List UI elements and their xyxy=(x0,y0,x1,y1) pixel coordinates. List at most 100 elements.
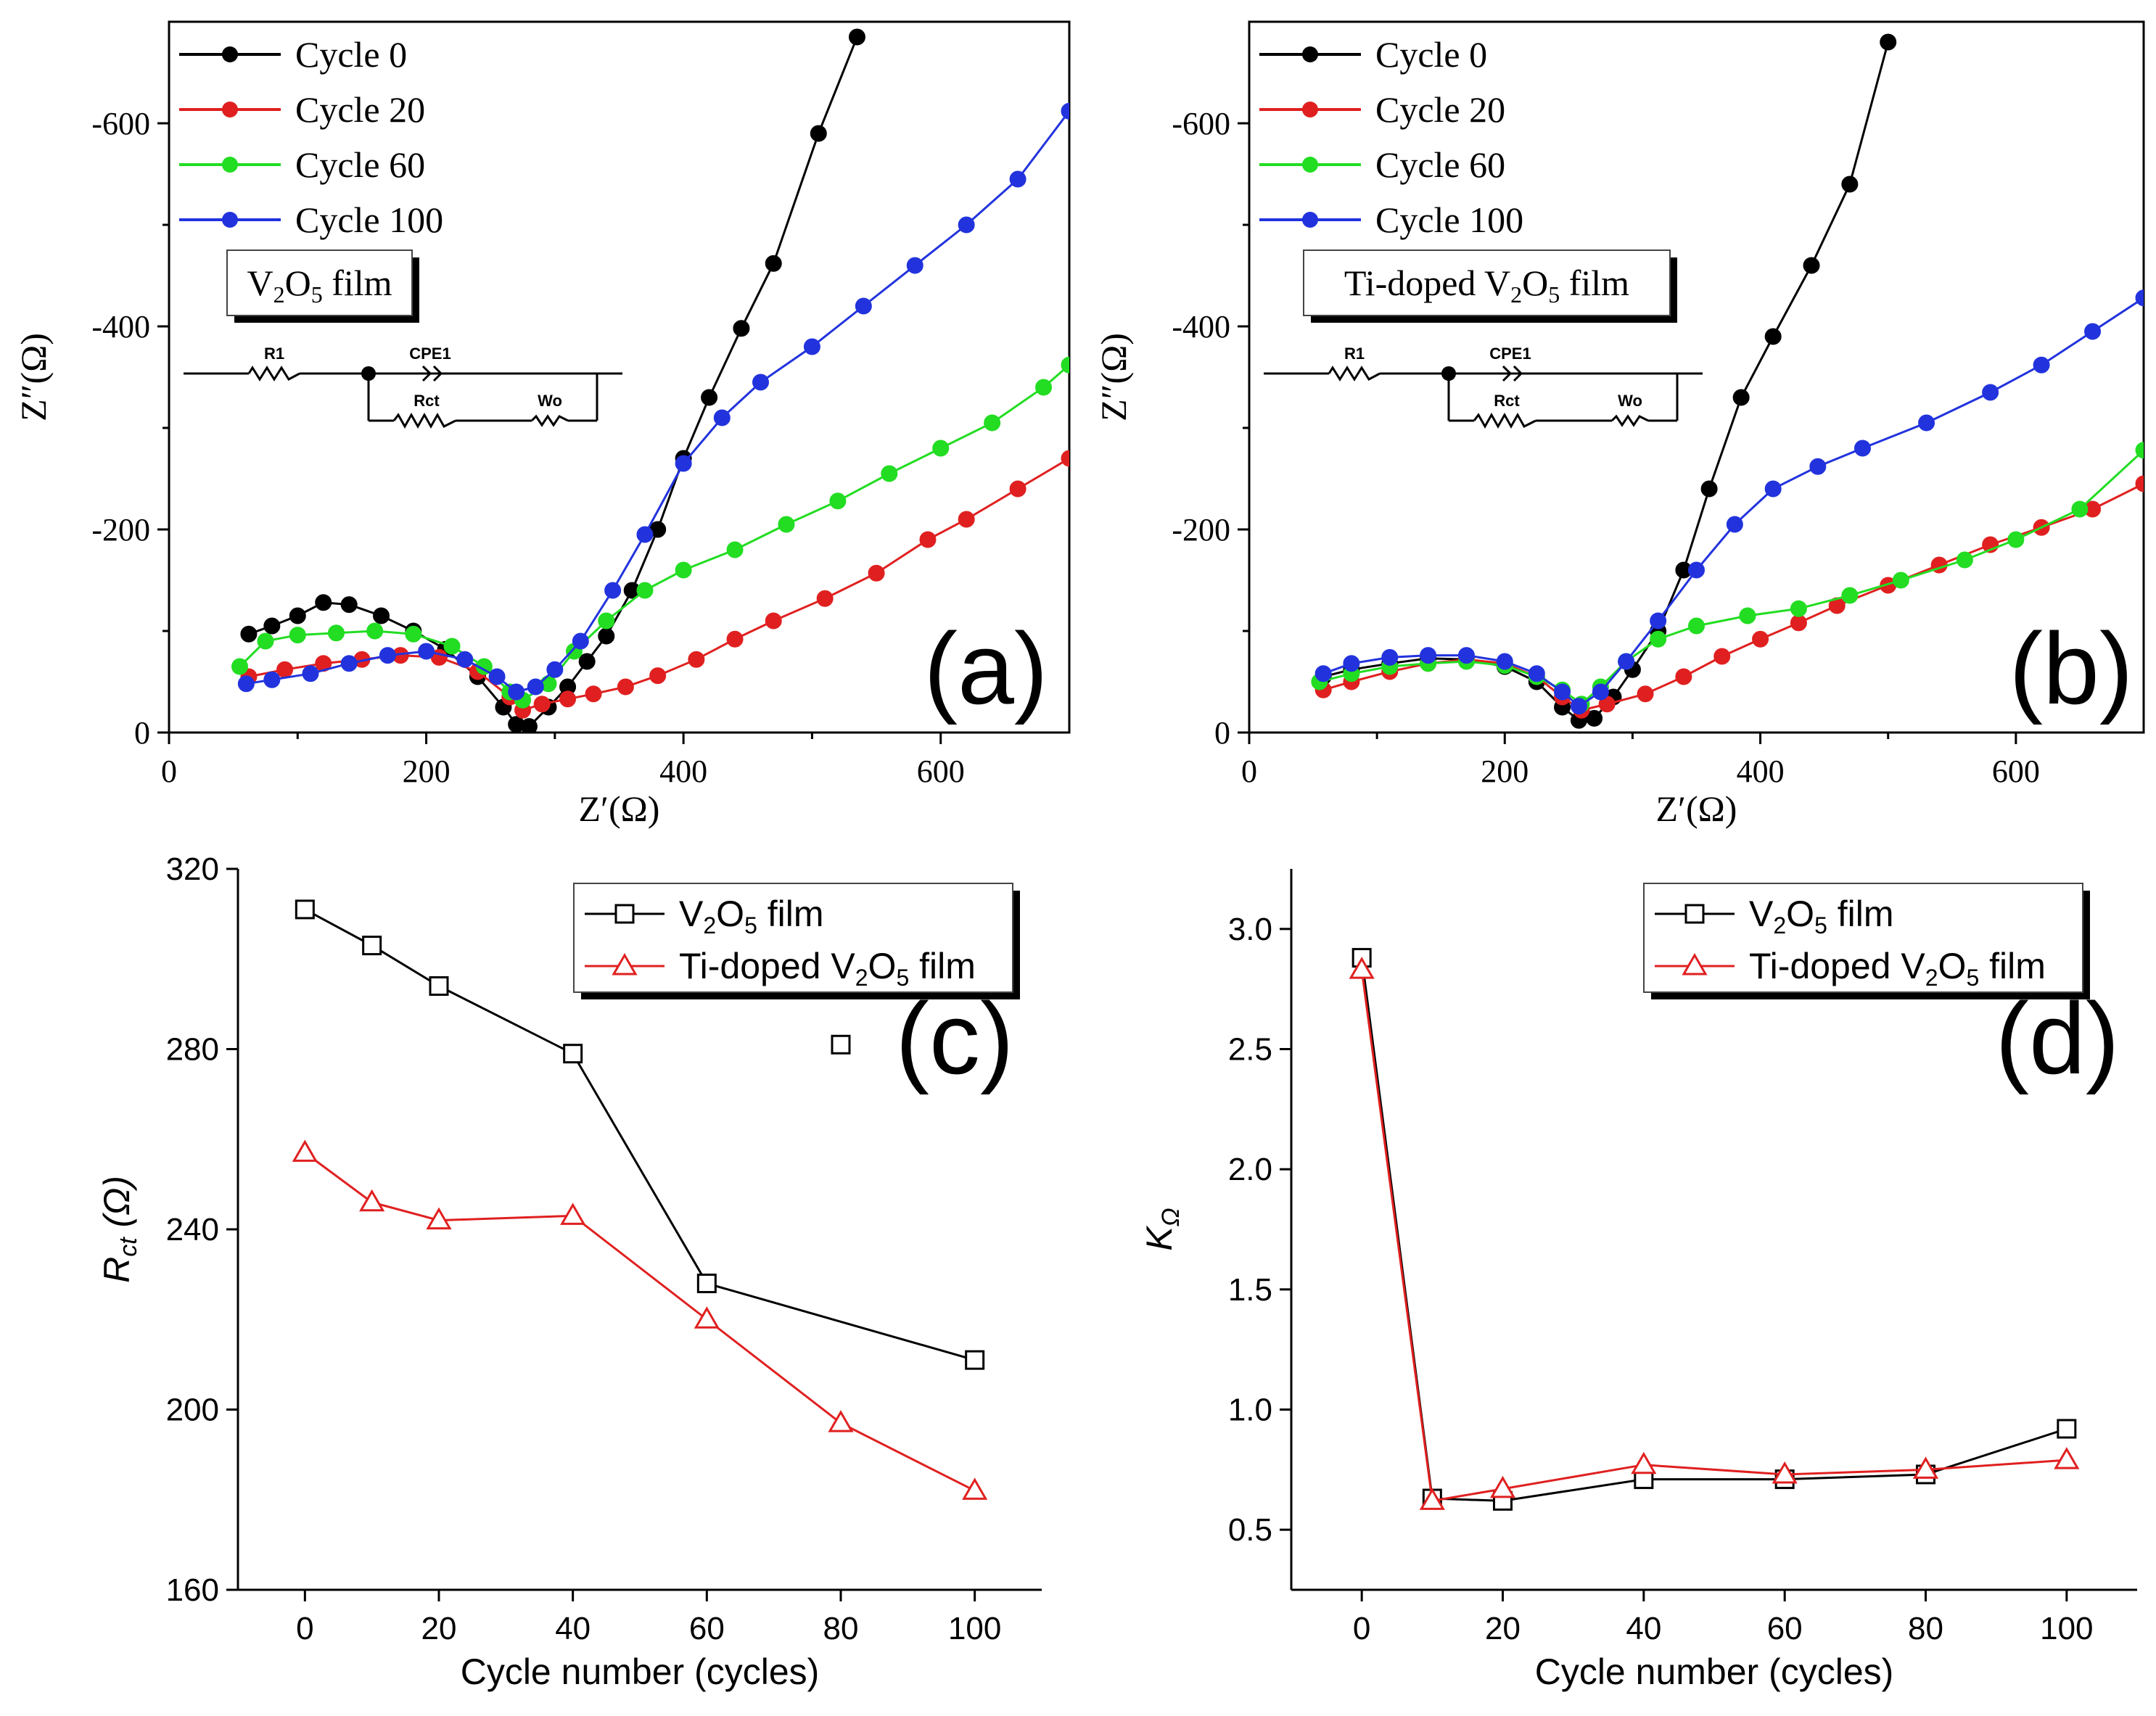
equivalent-circuit: R1 CPE1 Rct Wo xyxy=(1264,345,1703,429)
subscript: ct xyxy=(115,1237,142,1257)
film-label-box xyxy=(226,249,413,316)
data-point xyxy=(373,607,390,624)
y-tick-label: 3.0 xyxy=(1228,912,1272,947)
data-point xyxy=(803,338,820,355)
x-tick-label: 20 xyxy=(1485,1611,1521,1646)
text-run: K xyxy=(1139,1225,1180,1251)
x-tick-label: 40 xyxy=(1626,1611,1661,1646)
triangle-marker xyxy=(694,1306,720,1329)
data-layer xyxy=(1349,948,2080,1511)
x-tick-label: 100 xyxy=(2040,1611,2093,1646)
data-point xyxy=(240,625,258,643)
subscript: Ω xyxy=(1157,1208,1185,1226)
data-point xyxy=(984,414,1001,432)
data-point xyxy=(733,320,750,337)
text-run: film xyxy=(1560,263,1629,303)
data-point xyxy=(713,409,731,426)
y-tick-label: 280 xyxy=(166,1032,219,1068)
data-point xyxy=(263,671,281,688)
y-tick-label: 160 xyxy=(166,1572,219,1608)
cpe-element xyxy=(1502,365,1513,382)
data-point xyxy=(585,685,602,703)
y-tick-label: 2.0 xyxy=(1228,1152,1272,1187)
x-tick-label: 200 xyxy=(403,754,450,789)
y-tick-label: -600 xyxy=(91,106,150,141)
data-point xyxy=(1790,614,1807,632)
label-rct: Rct xyxy=(1494,392,1520,410)
resistor-rct xyxy=(392,412,456,429)
plot-frame xyxy=(168,20,1071,734)
data-point xyxy=(1637,685,1654,703)
text-run: O xyxy=(868,946,897,986)
x-tick-label: 100 xyxy=(948,1611,1001,1646)
data-point xyxy=(315,655,332,672)
data-point xyxy=(405,625,422,643)
x-tick-label: 40 xyxy=(555,1611,591,1646)
legend-label: Ti-doped V2O5 film xyxy=(679,946,976,991)
x-tick-label: 600 xyxy=(917,754,965,789)
text-run: Ti-doped V xyxy=(1344,263,1510,303)
data-point xyxy=(1803,257,1820,274)
data-point xyxy=(1726,516,1743,533)
film-label: Ti-doped V2O5 film xyxy=(1344,263,1629,308)
text-run: V xyxy=(247,263,273,303)
y-tick-label: 1.0 xyxy=(1228,1393,1272,1428)
data-point xyxy=(1918,414,1935,432)
data-point xyxy=(2135,289,2144,307)
legend-marker xyxy=(1302,157,1318,173)
square-marker xyxy=(696,1274,717,1294)
data-point xyxy=(701,389,718,406)
panel-label: (b) xyxy=(2009,611,2133,725)
text-run: O xyxy=(716,894,744,934)
data-point xyxy=(1956,551,1973,569)
x-axis-title: Cycle number (cycles) xyxy=(1535,1651,1894,1692)
data-point xyxy=(508,683,525,701)
label-cpe1: CPE1 xyxy=(1489,345,1531,363)
data-point xyxy=(327,624,345,642)
y-axis-title: KΩ xyxy=(1139,1208,1185,1250)
x-tick-label: 0 xyxy=(1353,1611,1370,1646)
subscript: 2 xyxy=(1510,281,1522,308)
data-point xyxy=(1618,653,1635,670)
legend-marker xyxy=(222,157,238,173)
x-tick-label: 80 xyxy=(823,1611,859,1646)
data-point xyxy=(1381,648,1399,666)
data-point xyxy=(1828,597,1846,614)
data-point xyxy=(868,564,885,582)
text-run: (Ω) xyxy=(96,1176,137,1237)
data-point xyxy=(1764,328,1782,345)
text-run: Ti-doped V xyxy=(1749,946,1925,986)
data-layer xyxy=(1311,33,2144,729)
legend-marker xyxy=(222,46,238,62)
legend: Cycle 0 Cycle 20 Cycle 60 Cycle 100 xyxy=(179,34,443,240)
data-point xyxy=(1570,698,1587,715)
legend-label: Cycle 100 xyxy=(1375,199,1523,240)
data-point xyxy=(527,678,544,696)
x-tick-label: 60 xyxy=(1767,1611,1803,1646)
data-point xyxy=(366,622,384,640)
legend-label: Cycle 0 xyxy=(1375,34,1487,75)
legend-label: Cycle 20 xyxy=(1375,89,1505,130)
x-tick-label: 0 xyxy=(296,1611,313,1646)
series-line xyxy=(304,1152,976,1492)
data-point xyxy=(546,661,564,678)
legend-label: Cycle 60 xyxy=(295,144,425,185)
legend-marker xyxy=(1302,46,1318,62)
equivalent-circuit: R1 CPE1 Rct Wo xyxy=(184,345,622,429)
panel-label: (d) xyxy=(1995,981,2119,1095)
y-axis-title: Z″(Ω) xyxy=(1093,333,1134,421)
legend-label: V2O5 film xyxy=(1749,894,1894,939)
triangle-marker xyxy=(1631,1451,1657,1474)
data-point xyxy=(1841,176,1859,193)
triangle-marker xyxy=(1349,957,1375,979)
data-point xyxy=(1554,683,1571,701)
data-point xyxy=(1764,480,1782,498)
legend-marker xyxy=(1302,212,1318,228)
y-tick-label: -200 xyxy=(1172,512,1230,548)
data-point xyxy=(726,630,744,648)
data-point xyxy=(1675,668,1692,685)
subscript: 5 xyxy=(1548,281,1560,308)
film-label-box xyxy=(1303,249,1671,316)
triangle-marker xyxy=(292,1139,318,1162)
data-point xyxy=(1732,389,1750,406)
